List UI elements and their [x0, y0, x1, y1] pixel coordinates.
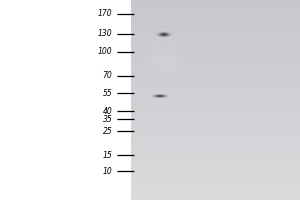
Text: 10: 10: [103, 166, 112, 176]
Text: 100: 100: [98, 47, 112, 56]
Text: 25: 25: [103, 127, 112, 136]
Text: 55: 55: [103, 88, 112, 98]
Text: 130: 130: [98, 29, 112, 38]
Bar: [0, 0, 130, 200]
Text: 40: 40: [103, 106, 112, 116]
Text: 15: 15: [103, 150, 112, 160]
Text: 35: 35: [103, 114, 112, 123]
Text: 70: 70: [103, 72, 112, 80]
Text: 170: 170: [98, 9, 112, 19]
